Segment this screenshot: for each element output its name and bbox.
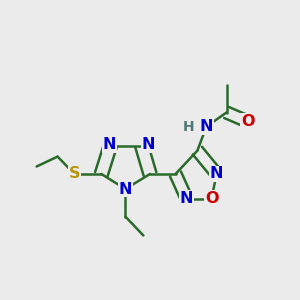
Text: N: N — [142, 137, 155, 152]
Text: N: N — [119, 182, 132, 196]
Text: O: O — [205, 191, 218, 206]
Text: H: H — [183, 120, 194, 134]
Text: O: O — [241, 114, 254, 129]
Text: N: N — [200, 119, 213, 134]
Text: S: S — [69, 167, 80, 182]
Text: N: N — [210, 167, 223, 182]
Text: N: N — [180, 191, 194, 206]
Text: N: N — [103, 137, 116, 152]
